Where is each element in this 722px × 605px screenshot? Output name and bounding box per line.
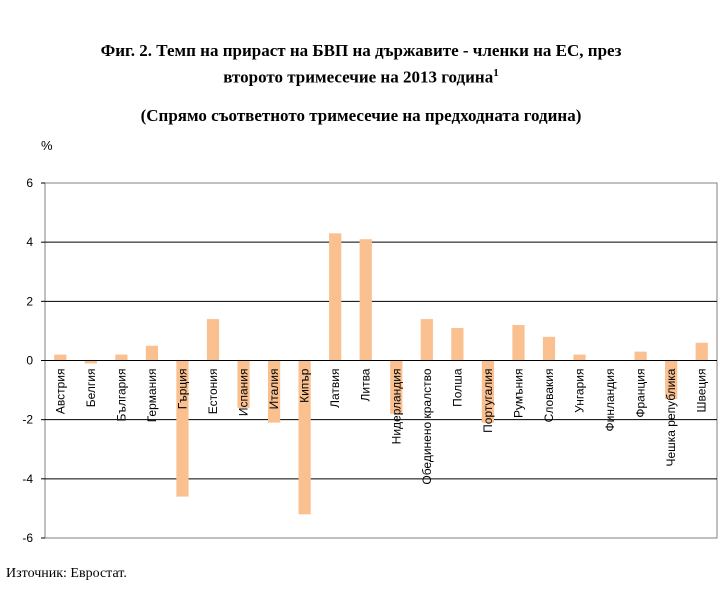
bar [573,354,586,361]
bar [145,345,159,361]
category-label: Естония [206,369,220,415]
category-label: Литва [359,368,373,401]
bar [206,319,220,361]
chart-title-line1: Фиг. 2. Темп на прираст на БВП на държав… [100,41,622,60]
category-label: Швеция [695,369,709,413]
y-tick-label: 0 [26,354,33,368]
category-label: Кипър [298,368,312,403]
category-label: Нидерландия [389,369,403,445]
source-note: Източник: Евростат. [6,566,127,581]
chart-subtitle: (Спрямо съответното тримесечие на предхо… [140,106,582,125]
bar [329,233,342,361]
chart-title: Фиг. 2. Темп на прираст на БВП на държав… [0,40,722,89]
y-tick-label: 4 [26,235,33,249]
bar [237,360,250,408]
category-label: Словакия [542,369,556,423]
category-label: Латвия [328,369,342,408]
category-label: Испания [237,369,251,417]
bar [420,319,433,361]
bar [359,239,372,361]
bar [665,360,678,399]
y-tick-label: -4 [22,472,33,486]
y-axis-label: % [41,138,53,153]
y-tick-label: -2 [22,413,33,427]
category-label: Финландия [603,369,617,432]
category-label: Португалия [481,368,495,432]
category-label: Белгия [84,369,98,408]
y-tick-label: -6 [22,531,33,545]
bar [542,336,556,361]
bar [84,360,97,364]
category-label: Италия [267,369,281,410]
bar [298,360,311,515]
bar [512,325,525,361]
y-tick-label: 6 [26,176,33,190]
bar [54,354,67,361]
bar [695,342,708,361]
bar [267,360,281,423]
bar [451,327,464,361]
bar [176,360,189,497]
category-label: Гърция [175,369,189,410]
bar [481,360,495,423]
category-label: Обединено кралство [420,368,434,484]
category-label: Полша [450,368,464,407]
category-label: Франция [634,369,648,418]
chart-title-line2: второто тримесечие на 2013 година [223,67,494,87]
category-label: Чешка република [664,368,678,466]
y-tick-label: 2 [26,294,33,308]
category-label: Румъния [511,369,525,418]
bar [390,360,403,414]
category-label: Австрия [53,369,67,415]
footnote-marker: 1 [493,67,499,79]
category-label: Германия [145,369,159,423]
bar [115,354,128,361]
category-label: Унгария [573,369,587,413]
category-label: България [114,369,128,422]
bar [634,351,647,361]
